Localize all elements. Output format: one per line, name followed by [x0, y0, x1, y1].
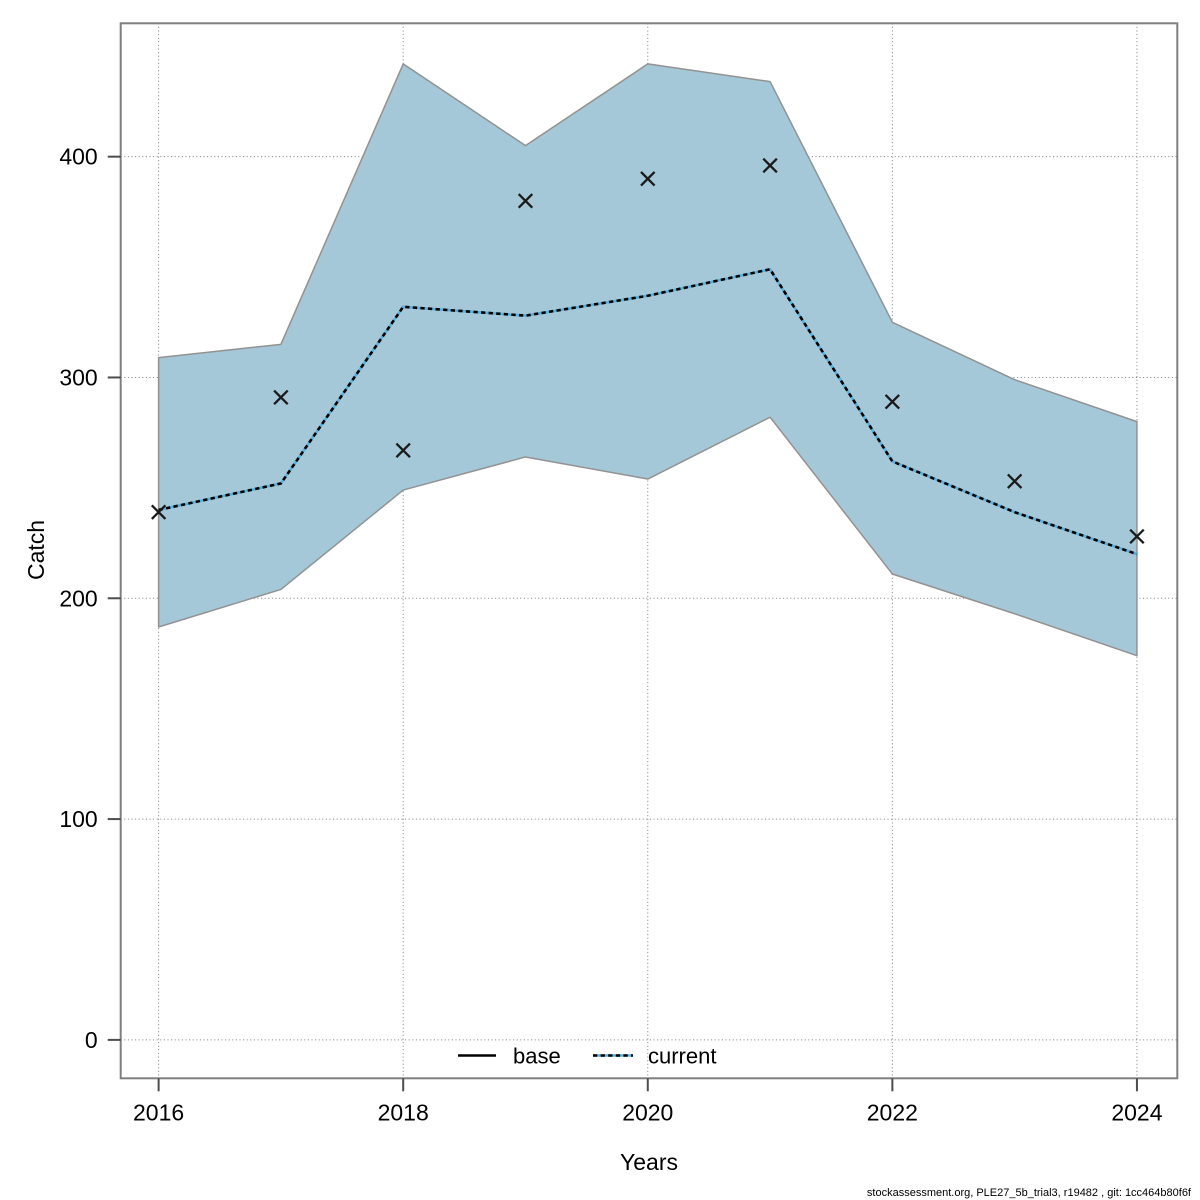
observation-marker-2020 [640, 171, 656, 187]
tick-label-y-400: 400 [59, 144, 97, 170]
confidence-band [157, 63, 1138, 657]
observation-marker-2019 [517, 193, 534, 209]
observation-markers-layer [150, 157, 1145, 545]
tick-label-y-100: 100 [59, 806, 97, 832]
observation-marker-2017 [273, 389, 289, 405]
y-axis-title: Catch [23, 520, 49, 580]
tick-label-x-2024: 2024 [1111, 1099, 1162, 1125]
tick-label-y-300: 300 [59, 364, 97, 390]
current-line [158, 267, 1138, 556]
grid-layer [120, 23, 1178, 1079]
legend-current-label: current [648, 1044, 716, 1069]
tick-layer [107, 155, 1138, 1092]
tick-label-x-2022: 2022 [867, 1099, 918, 1125]
observation-marker-2022 [884, 394, 900, 410]
tick-label-layer: 2016 2018 2020 2022 2024 0 100 200 300 400 [59, 144, 1162, 1126]
observation-marker-2024 [1129, 528, 1145, 545]
observation-marker-2021 [762, 157, 778, 174]
tick-label-y-0: 0 [85, 1027, 98, 1053]
legend: base current [458, 1044, 716, 1069]
observation-marker-2023 [1007, 473, 1023, 489]
observation-marker-2016 [150, 504, 167, 520]
attribution-text: stockassessment.org, PLE27_5b_trial3, r1… [867, 1187, 1192, 1199]
tick-label-x-2018: 2018 [378, 1099, 429, 1125]
tick-label-x-2016: 2016 [133, 1099, 184, 1125]
tick-label-y-200: 200 [59, 585, 97, 611]
current-line-layer [158, 267, 1138, 556]
tick-label-x-2020: 2020 [622, 1099, 673, 1125]
plot-frame [119, 22, 1179, 1080]
legend-base-label: base [513, 1044, 561, 1069]
confidence-band-layer [157, 63, 1138, 657]
observation-marker-2018 [395, 442, 411, 458]
x-axis-title: Years [620, 1149, 678, 1175]
